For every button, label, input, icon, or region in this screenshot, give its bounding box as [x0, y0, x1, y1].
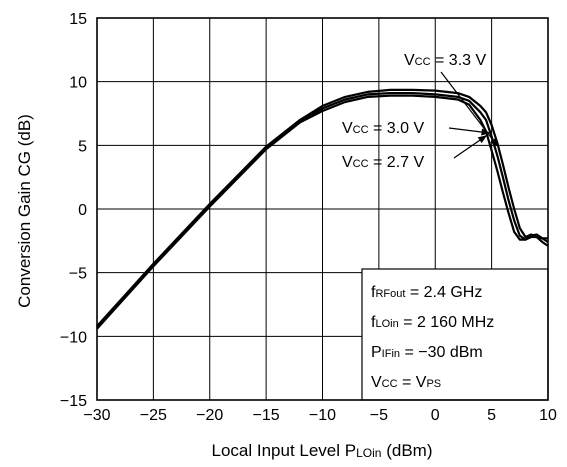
condition-line-2: fLOin = 2 160 MHz — [371, 314, 494, 331]
y-tick-label: 5 — [78, 138, 87, 155]
y-tick-label: −15 — [60, 393, 87, 410]
series-label-3: VCC = 2.7 V — [342, 154, 424, 171]
x-tick-label: −30 — [83, 407, 110, 424]
series-arrowhead-2 — [481, 128, 491, 136]
series-line-3 — [96, 94, 548, 330]
series-arrowhead-1 — [490, 137, 499, 148]
condition-line-3: PIFin = −30 dBm — [371, 344, 483, 361]
tick-labels: −30 −25 −20 −15 −10 −5 0 5 10 −15 −10 −5 0 5 10 15 — [60, 11, 557, 424]
x-tick-label: 10 — [539, 407, 557, 424]
y-tick-label: 0 — [78, 202, 87, 219]
condition-line-1: fRFout = 2.4 GHz — [371, 284, 482, 301]
conditions-box: fRFout = 2.4 GHz fLOin = 2 160 MHz PIFin =… — [361, 268, 549, 401]
y-tick-label: 10 — [69, 75, 87, 92]
x-tick-label: 0 — [431, 407, 440, 424]
x-tick-label: −15 — [253, 407, 280, 424]
series-arrow-1 — [440, 71, 499, 148]
series-label-2: VCC = 3.0 V — [342, 120, 424, 137]
y-tick-label: −10 — [60, 329, 87, 346]
conditions-frame — [361, 268, 549, 401]
x-tick-label: 5 — [487, 407, 496, 424]
series-line-1 — [96, 88, 549, 327]
plot-frame — [96, 17, 549, 401]
x-tick-label: −10 — [309, 407, 336, 424]
x-tick-label: −25 — [140, 407, 167, 424]
y-tick-label: −5 — [69, 266, 87, 283]
series-label-1: VCC = 3.3 V — [404, 52, 486, 69]
series-lines — [96, 88, 549, 330]
y-axis-label: Conversion Gain CG (dB) — [15, 114, 34, 308]
series-arrowhead-3 — [477, 135, 488, 144]
x-axis-label: Local Input Level PLOin (dBm) — [212, 441, 433, 460]
x-tick-label: −5 — [370, 407, 388, 424]
x-tick-label: −20 — [196, 407, 223, 424]
y-tick-label: 15 — [69, 11, 87, 28]
grid — [97, 18, 548, 400]
series-labels: VCC = 3.3 V VCC = 3.0 V VCC = 2.7 V — [342, 52, 499, 171]
condition-line-4: VCC = VPS — [371, 374, 441, 391]
